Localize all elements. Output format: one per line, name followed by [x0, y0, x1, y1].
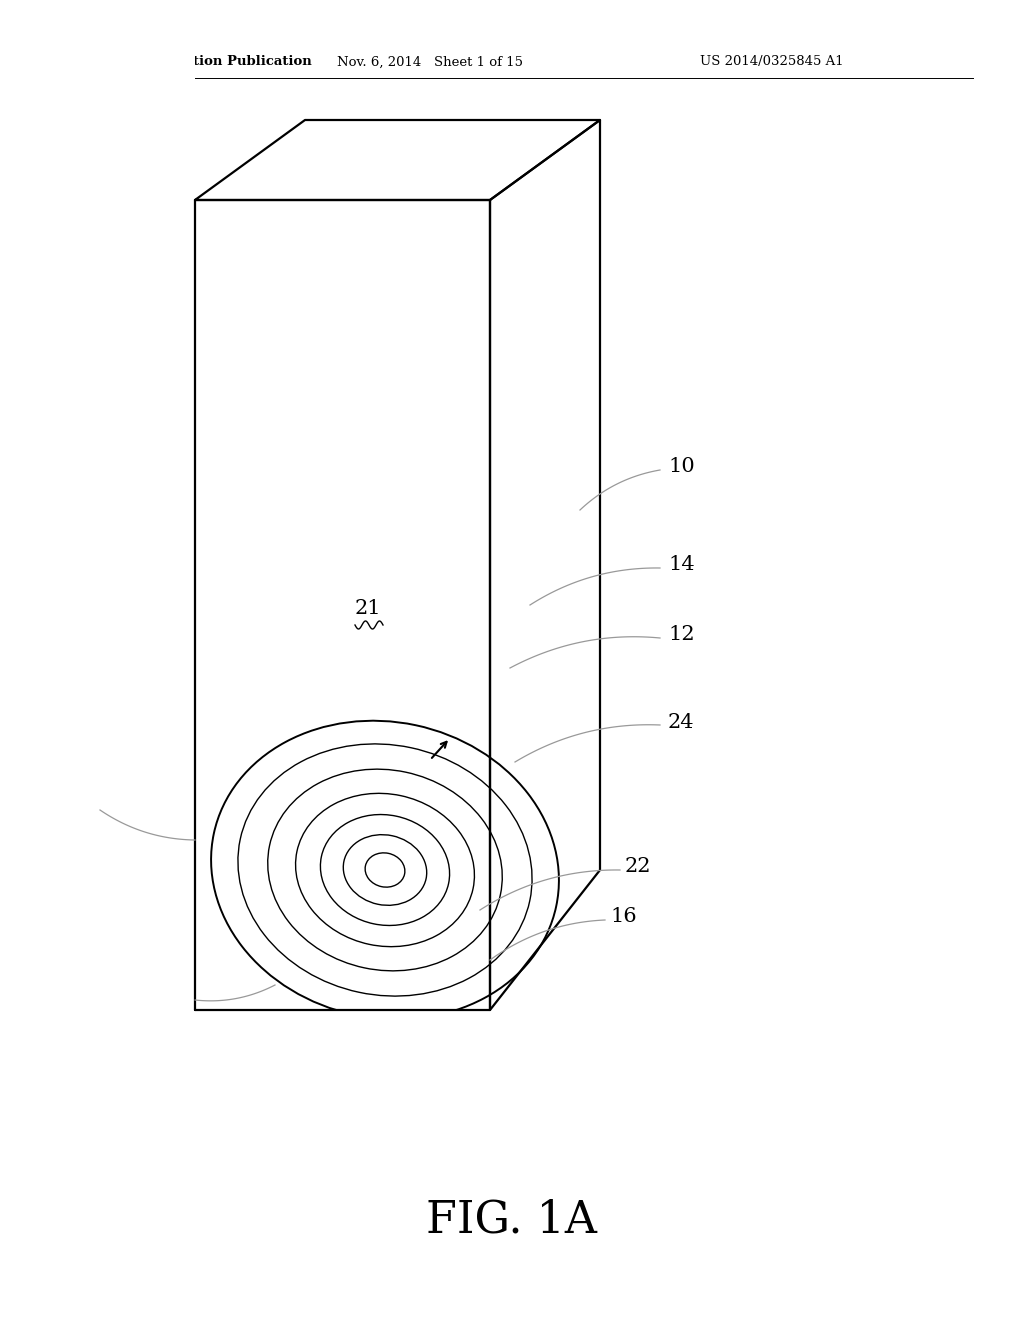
Text: FIG. 1A: FIG. 1A — [427, 1199, 597, 1242]
Text: 22: 22 — [625, 858, 651, 876]
Ellipse shape — [211, 721, 559, 1019]
Text: 24: 24 — [668, 713, 694, 731]
Text: 10: 10 — [668, 458, 694, 477]
Ellipse shape — [238, 744, 532, 997]
Text: 21: 21 — [355, 598, 382, 618]
Polygon shape — [490, 120, 600, 1010]
Ellipse shape — [321, 814, 450, 925]
Text: Nov. 6, 2014   Sheet 1 of 15: Nov. 6, 2014 Sheet 1 of 15 — [337, 55, 523, 69]
Polygon shape — [195, 120, 600, 201]
Ellipse shape — [267, 770, 503, 970]
Text: 20: 20 — [60, 797, 87, 817]
Text: 14: 14 — [668, 556, 694, 574]
Text: 18: 18 — [155, 990, 181, 1010]
Ellipse shape — [343, 834, 427, 906]
Text: 16: 16 — [610, 908, 637, 927]
Text: 12: 12 — [668, 626, 694, 644]
Polygon shape — [0, 0, 195, 1060]
Text: US 2014/0325845 A1: US 2014/0325845 A1 — [700, 55, 844, 69]
Text: Patent Application Publication: Patent Application Publication — [85, 55, 311, 69]
Bar — [0, 1010, 1024, 1320]
Ellipse shape — [296, 793, 474, 946]
Ellipse shape — [366, 853, 404, 887]
Polygon shape — [195, 201, 490, 1010]
